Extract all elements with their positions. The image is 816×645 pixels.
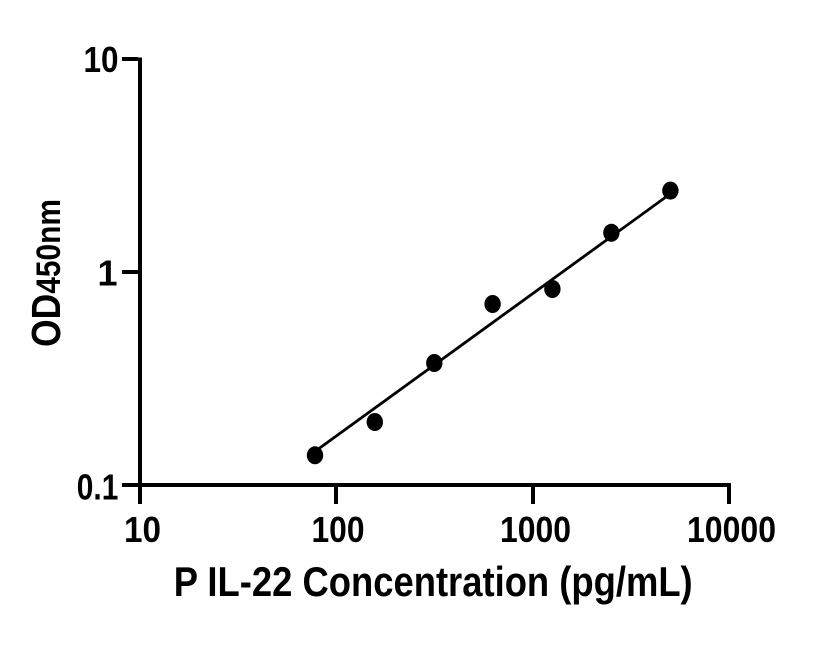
svg-text:10: 10	[124, 509, 161, 550]
svg-text:1: 1	[97, 253, 117, 294]
svg-text:OD450nm: OD450nm	[23, 199, 69, 347]
svg-text:P IL-22 Concentration (pg/mL): P IL-22 Concentration (pg/mL)	[174, 558, 693, 605]
svg-text:100: 100	[312, 509, 365, 550]
svg-text:10: 10	[84, 39, 119, 80]
svg-text:0.1: 0.1	[77, 467, 119, 508]
svg-text:10000: 10000	[687, 509, 776, 550]
svg-text:1000: 1000	[500, 509, 571, 550]
